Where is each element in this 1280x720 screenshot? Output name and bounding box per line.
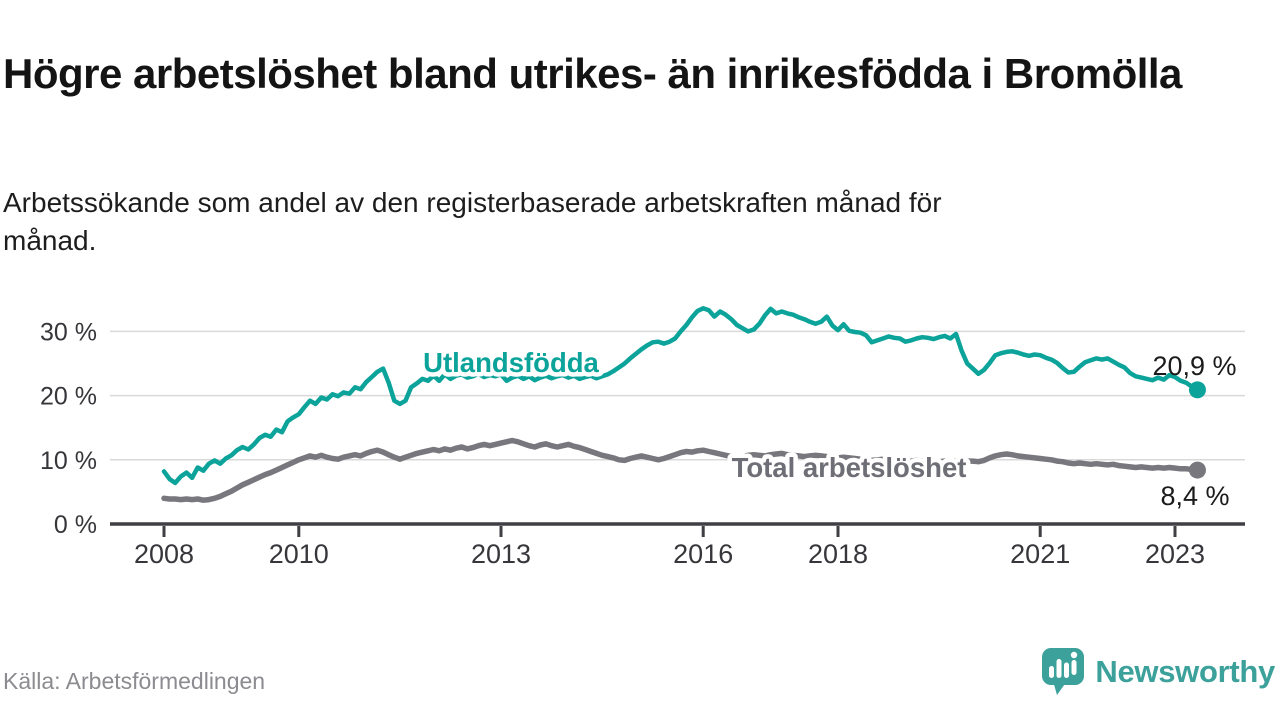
source-note: Källa: Arbetsförmedlingen <box>3 668 266 694</box>
end-value-label: 8,4 % <box>1160 481 1229 511</box>
y-tick-label: 20 % <box>40 383 97 411</box>
y-tick-label: 30 % <box>40 318 97 346</box>
series-label-utlandsfodda: Utlandsfödda <box>423 347 599 378</box>
newsworthy-brand: Newsworthy <box>1040 647 1275 697</box>
end-value-label: 20,9 % <box>1152 351 1236 381</box>
y-tick-label: 0 % <box>54 511 97 539</box>
x-tick-label: 2018 <box>808 539 868 569</box>
series-line-total <box>161 437 1201 503</box>
x-tick-label: 2016 <box>673 539 733 569</box>
x-tick-label: 2010 <box>269 539 329 569</box>
x-tick-label: 2013 <box>471 539 531 569</box>
x-tick-label: 2008 <box>134 539 194 569</box>
series-line-utlandsfodda <box>161 306 1200 486</box>
y-tick-label: 10 % <box>40 447 97 475</box>
x-tick-label: 2023 <box>1145 539 1205 569</box>
chart-subtitle: Arbetssökande som andel av den registerb… <box>3 187 942 257</box>
unemployment-line-chart: 2008 2010 2013 2016 2018 2021 2023 0 % 10 % 20 % 3… <box>40 306 1245 569</box>
series-end-dot <box>1188 381 1206 399</box>
newsworthy-wordmark: Newsworthy <box>1095 654 1275 689</box>
page-title: Högre arbetslöshet bland utrikes- än inr… <box>3 50 1182 98</box>
series-end-dot <box>1188 461 1206 479</box>
newsworthy-logo-icon <box>1042 648 1085 695</box>
x-tick-label: 2021 <box>1010 539 1070 569</box>
series-label-total: Total arbetslöshet <box>732 452 967 483</box>
